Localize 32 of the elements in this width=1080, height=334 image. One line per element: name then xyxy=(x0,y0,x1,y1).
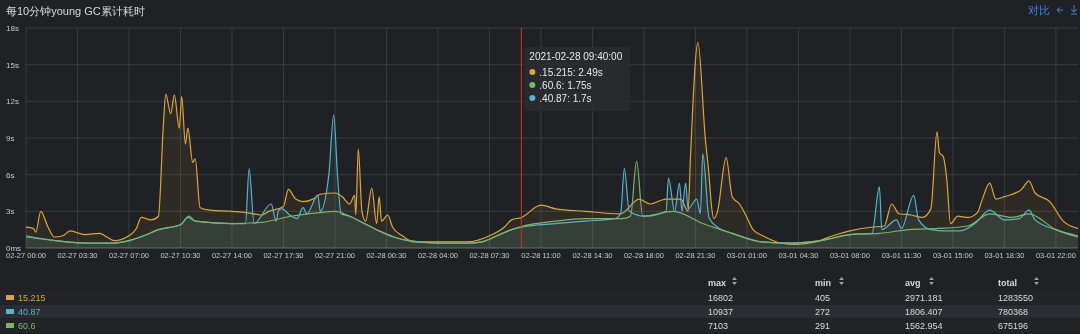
text: 1562.954 xyxy=(905,321,943,331)
legend-label: 15.215 xyxy=(18,293,46,303)
text: 405 xyxy=(815,293,831,303)
text: avg xyxy=(905,278,921,288)
text: 16802 xyxy=(708,293,734,303)
y-tick-label: 12s xyxy=(6,97,19,107)
text: 对比 xyxy=(1028,4,1050,16)
text: 7103 xyxy=(708,321,729,331)
legend-label: 60.6 xyxy=(18,321,36,331)
text: 291 xyxy=(815,321,831,331)
text: 2971.181 xyxy=(905,293,943,303)
text: 10937 xyxy=(708,307,734,317)
text: 272 xyxy=(815,307,831,317)
text: 1283550 xyxy=(998,293,1034,303)
text: max xyxy=(708,278,727,288)
annotation: .40.87: 1.7s xyxy=(539,93,592,104)
y-tick-label: 6s xyxy=(6,170,15,180)
annotation: 2021-02-28 09:40:00 xyxy=(529,51,623,62)
text: min xyxy=(815,278,832,288)
y-tick-label: 18s xyxy=(6,24,19,33)
y-tick-label: 0ms xyxy=(6,244,22,253)
text: 675196 xyxy=(998,321,1029,331)
annotation: .60.6: 1.75s xyxy=(539,80,592,91)
annotation: .15.215: 2.49s xyxy=(539,67,603,78)
y-tick-label: 15s xyxy=(6,60,19,70)
y-tick-label: 3s xyxy=(6,207,15,217)
text: 780368 xyxy=(998,307,1029,317)
legend-label: 40.87 xyxy=(18,307,41,317)
text: total xyxy=(998,278,1017,288)
chart-title: 每10分钟young GC累计耗时 xyxy=(6,5,145,17)
text: 1806.407 xyxy=(905,307,943,317)
y-tick-label: 9s xyxy=(6,134,15,143)
